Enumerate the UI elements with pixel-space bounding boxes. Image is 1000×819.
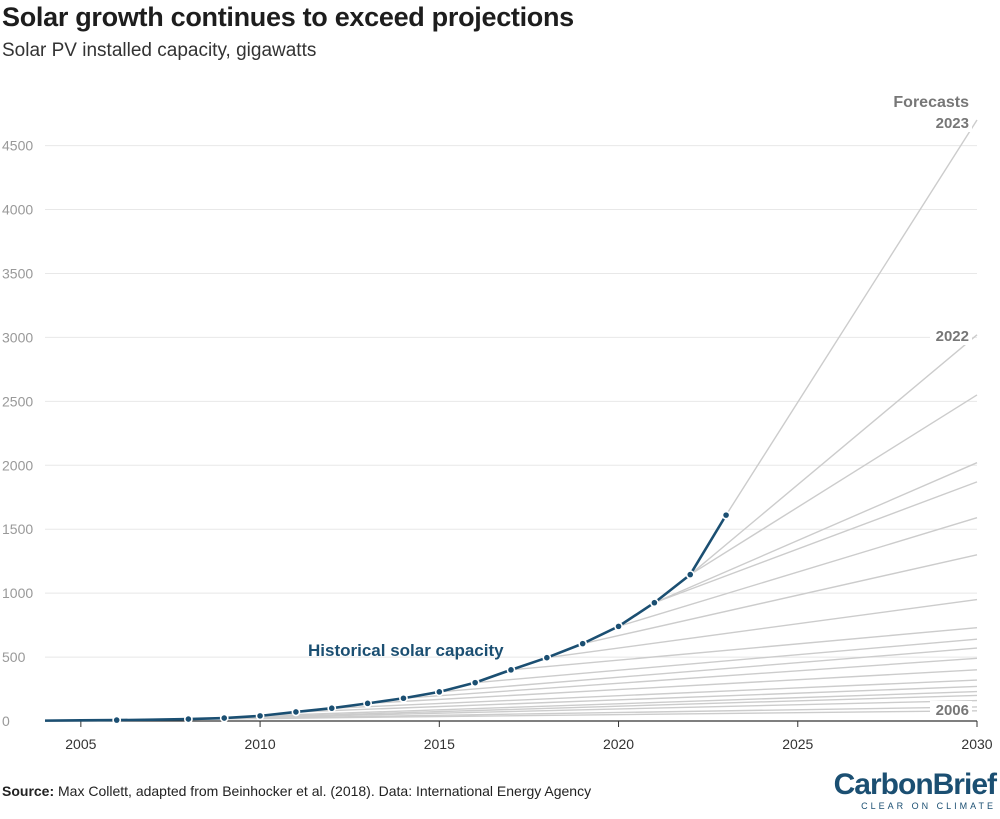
historical-point-2008 [183, 714, 193, 724]
x-tick-label-2010: 2010 [244, 736, 275, 752]
forecast-line-2011 [295, 685, 978, 713]
y-tick-label-4000: 4000 [2, 202, 33, 218]
historical-point-2018 [542, 653, 552, 663]
forecast-line-2020 [618, 517, 978, 628]
forecast-line-2008 [188, 699, 978, 720]
historical-point-2016 [470, 678, 480, 688]
y-tick-label-2500: 2500 [2, 393, 33, 409]
forecast-label-bg-2022 [930, 327, 972, 345]
forecast-label-2022: 2022 [936, 328, 969, 345]
x-tick-label-2015: 2015 [424, 736, 455, 752]
forecast-line-2016 [475, 638, 978, 684]
forecast-label-bg-2023 [930, 114, 972, 132]
x-tick-label-2005: 2005 [65, 736, 96, 752]
historical-point-2010 [255, 711, 265, 721]
y-tick-label-4500: 4500 [2, 138, 33, 154]
historical-point-2011 [291, 707, 301, 717]
historical-point-2012 [327, 703, 337, 713]
historical-series-label: Historical solar capacity [308, 641, 504, 660]
source-text: Max Collett, adapted from Beinhocker et … [58, 783, 592, 799]
logo-brief: Brief [932, 768, 997, 801]
historical-point-2014 [399, 693, 408, 703]
y-tick-label-1000: 1000 [2, 585, 33, 601]
forecast-line-2013 [367, 669, 978, 705]
forecast-line-2021b [654, 462, 978, 604]
forecast-line-2021 [654, 481, 978, 604]
forecast-line-2007 [152, 706, 978, 721]
chart-title: Solar growth continues to exceed project… [2, 2, 574, 32]
carbonbrief-logo: CarbonBrief CLEAR ON CLIMATE [833, 768, 997, 812]
historical-point-2017 [506, 665, 516, 675]
forecast-label-2023: 2023 [936, 115, 969, 132]
historical-point-2009 [219, 713, 229, 723]
forecast-line-2022b [689, 394, 978, 576]
x-tick-label-2025: 2025 [782, 736, 813, 752]
historical-point-2019 [578, 639, 588, 649]
forecast-line-2023 [725, 119, 978, 516]
y-tick-label-1500: 1500 [2, 521, 33, 537]
y-tick-label-3500: 3500 [2, 265, 33, 281]
historical-point-2015 [434, 687, 444, 697]
historical-line [44, 514, 728, 722]
x-tick-label-2030: 2030 [961, 736, 992, 752]
forecast-line-2009 [224, 694, 978, 719]
forecast-line-2012 [331, 679, 978, 709]
logo-tagline: CLEAR ON CLIMATE [861, 801, 996, 811]
forecast-label-bg-2006 [930, 701, 972, 719]
y-tick-label-0: 0 [2, 713, 10, 729]
x-tick-label-2020: 2020 [603, 736, 634, 752]
historical-point-2022 [685, 570, 695, 579]
forecast-line-2022 [689, 334, 978, 576]
forecasts-heading: Forecasts [893, 94, 969, 111]
source-note: Source: Max Collett, adapted from Beinho… [2, 783, 591, 799]
historical-point-2023 [721, 510, 731, 520]
forecast-label-2006: 2006 [936, 702, 969, 719]
historical-point-2013 [363, 698, 373, 708]
forecast-line-2014 [403, 657, 978, 699]
historical-point-2006 [112, 715, 122, 725]
forecast-line-2017 [510, 626, 978, 671]
forecast-line-2010 [260, 690, 978, 717]
y-tick-label-2000: 2000 [2, 457, 33, 473]
forecast-line-2015 [439, 647, 978, 693]
forecast-line-2019 [582, 554, 978, 645]
chart-subtitle: Solar PV installed capacity, gigawatts [2, 40, 317, 61]
historical-point-2021 [649, 598, 659, 608]
forecast-line-2018 [546, 598, 978, 659]
historical-point-2020 [614, 621, 623, 631]
source-label: Source: [2, 783, 55, 799]
y-tick-label-3000: 3000 [2, 329, 33, 345]
y-tick-label-500: 500 [2, 649, 26, 665]
logo-carbon: Carbon [833, 768, 934, 801]
